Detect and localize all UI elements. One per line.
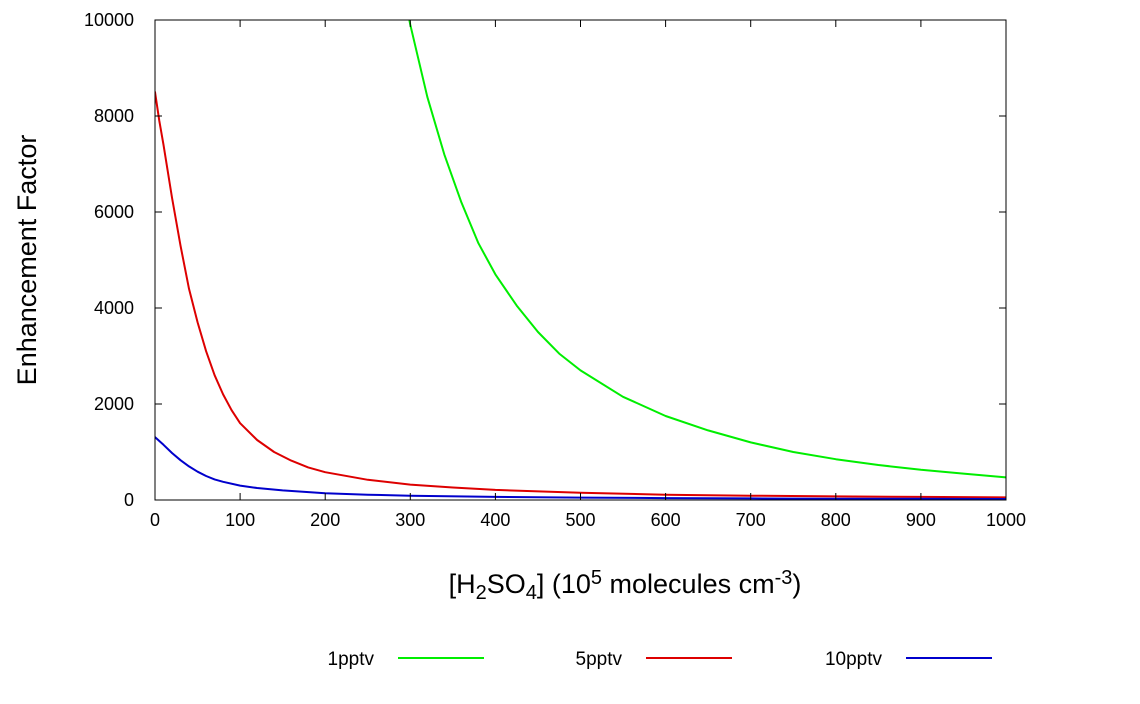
x-tick-label: 300 [395, 510, 425, 530]
legend-item-5pptv: 5pptv [576, 649, 732, 670]
y-axis: 0 2000 4000 6000 8000 10000 [84, 10, 1006, 510]
y-tick-label: 6000 [94, 202, 134, 222]
x-axis-title-part: ) [792, 569, 801, 599]
x-tick-label: 700 [736, 510, 766, 530]
x-axis-title-part: SO [487, 569, 526, 599]
x-axis-title-part: molecules cm [602, 569, 775, 599]
y-tick-label: 4000 [94, 298, 134, 318]
x-axis-title-part: 4 [526, 582, 537, 604]
x-axis-title: [H2SO4] (105 molecules cm-3) [449, 567, 802, 604]
x-tick-label: 400 [480, 510, 510, 530]
y-axis-title: Enhancement Factor [12, 135, 42, 386]
legend-label: 5pptv [576, 649, 623, 670]
legend-label: 1pptv [328, 649, 375, 670]
series-layer [155, 20, 1006, 500]
x-tick-label: 600 [651, 510, 681, 530]
x-axis-title-part: -3 [775, 567, 793, 589]
x-tick-label: 800 [821, 510, 851, 530]
x-tick-label: 100 [225, 510, 255, 530]
x-tick-label: 0 [150, 510, 160, 530]
y-tick-label: 8000 [94, 106, 134, 126]
x-tick-label: 1000 [986, 510, 1026, 530]
x-axis-title-part: 2 [476, 582, 487, 604]
x-axis-title-part: ] (10 [537, 569, 591, 599]
legend-item-10pptv: 10pptv [825, 649, 992, 670]
legend: 1pptv 5pptv 10pptv [328, 649, 992, 670]
x-axis-title-part: 5 [591, 567, 602, 589]
legend-label: 10pptv [825, 649, 883, 670]
series-line-10pptv [155, 436, 1006, 500]
x-tick-label: 200 [310, 510, 340, 530]
x-tick-label: 900 [906, 510, 936, 530]
series-line-5pptv [155, 91, 1006, 499]
y-tick-label: 10000 [84, 10, 134, 30]
x-axis-title-part: [H [449, 569, 476, 599]
y-tick-label: 0 [124, 490, 134, 510]
legend-item-1pptv: 1pptv [328, 649, 484, 670]
y-tick-label: 2000 [94, 394, 134, 414]
x-tick-label: 500 [565, 510, 595, 530]
plot-frame [154, 19, 1007, 501]
series-line-1pptv [408, 20, 1006, 479]
x-axis: 0 100 200 300 400 500 600 700 800 900 1000 [150, 20, 1026, 530]
